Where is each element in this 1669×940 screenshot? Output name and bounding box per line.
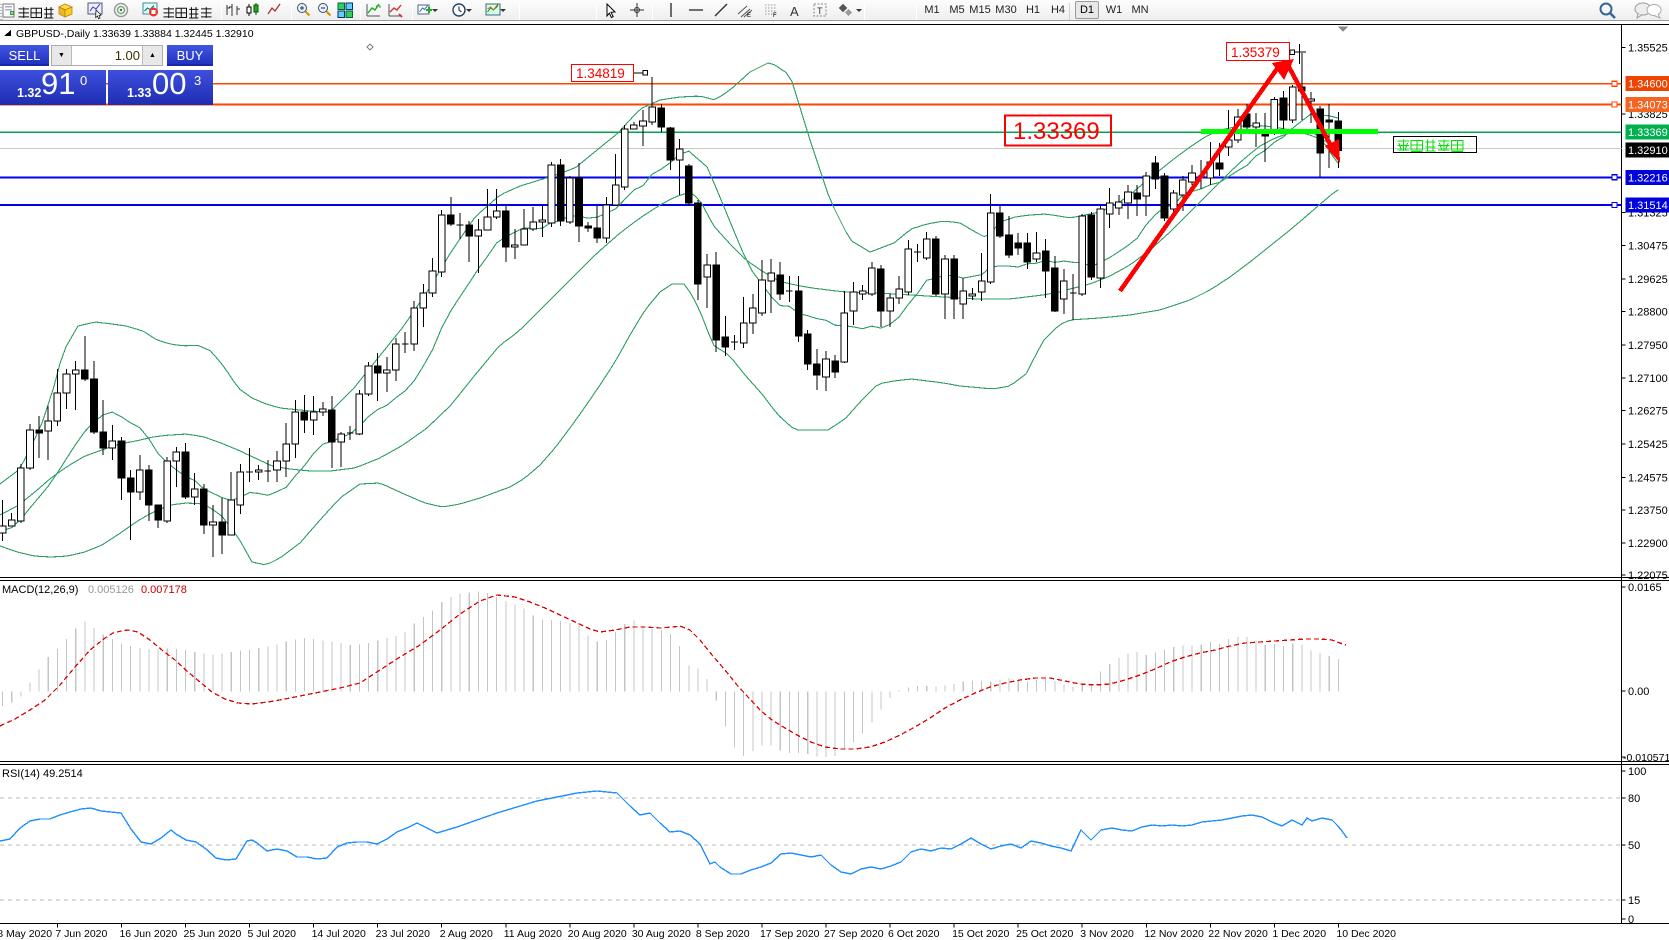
svg-text:5 Jul 2020: 5 Jul 2020	[248, 928, 297, 940]
svg-text:1.25425: 1.25425	[1628, 439, 1668, 451]
svg-text:RSI(14) 49.2514: RSI(14) 49.2514	[2, 768, 83, 780]
svg-text:1.22075: 1.22075	[1628, 570, 1668, 582]
svg-text:1.24575: 1.24575	[1628, 472, 1668, 484]
svg-text:28 May 2020: 28 May 2020	[0, 928, 52, 940]
svg-text:A: A	[790, 4, 799, 19]
svg-text:15 Oct 2020: 15 Oct 2020	[952, 928, 1009, 940]
svg-text:27 Sep 2020: 27 Sep 2020	[824, 928, 884, 940]
svg-text:0: 0	[1628, 914, 1634, 926]
svg-text:0.0165: 0.0165	[1628, 582, 1662, 594]
svg-text:7 Jun 2020: 7 Jun 2020	[55, 928, 107, 940]
svg-text:8 Sep 2020: 8 Sep 2020	[696, 928, 750, 940]
svg-text:25 Jun 2020: 25 Jun 2020	[184, 928, 242, 940]
svg-text:1.33369: 1.33369	[1628, 127, 1668, 139]
svg-text:1.34073: 1.34073	[1628, 99, 1668, 111]
svg-text:1.28800: 1.28800	[1628, 306, 1668, 318]
svg-text:10 Dec 2020: 10 Dec 2020	[1336, 928, 1396, 940]
svg-text:0.005126: 0.005126	[88, 584, 134, 596]
svg-text:1.33825: 1.33825	[1628, 109, 1668, 121]
svg-text:3 Nov 2020: 3 Nov 2020	[1080, 928, 1134, 940]
svg-text:1.35379: 1.35379	[1231, 45, 1280, 60]
svg-text:1.33369: 1.33369	[1013, 118, 1100, 145]
svg-text:1.22900: 1.22900	[1628, 538, 1668, 550]
svg-text:17 Sep 2020: 17 Sep 2020	[760, 928, 820, 940]
svg-text:16 Jun 2020: 16 Jun 2020	[119, 928, 177, 940]
svg-text:15: 15	[1628, 895, 1640, 907]
svg-text:1.27950: 1.27950	[1628, 340, 1668, 352]
svg-text:1.32216: 1.32216	[1628, 172, 1668, 184]
svg-text:0.00: 0.00	[1628, 686, 1649, 698]
svg-text:14 Jul 2020: 14 Jul 2020	[312, 928, 366, 940]
svg-text:1.27100: 1.27100	[1628, 373, 1668, 385]
svg-text:2 Aug 2020: 2 Aug 2020	[440, 928, 493, 940]
svg-text:11 Aug 2020: 11 Aug 2020	[504, 928, 562, 940]
svg-text:GBPUSD-,Daily: GBPUSD-,Daily	[16, 28, 91, 40]
svg-text:6 Oct 2020: 6 Oct 2020	[888, 928, 940, 940]
svg-text:30 Aug 2020: 30 Aug 2020	[632, 928, 691, 940]
svg-text:1.33639 1.33884 1.32445 1.3291: 1.33639 1.33884 1.32445 1.32910	[93, 28, 254, 40]
svg-text:1.23750: 1.23750	[1628, 505, 1668, 517]
svg-text:50: 50	[1628, 840, 1640, 852]
svg-text:E: E	[747, 13, 751, 19]
svg-text:-0.010571: -0.010571	[1623, 752, 1669, 764]
svg-text:25 Oct 2020: 25 Oct 2020	[1016, 928, 1073, 940]
svg-text:1.32910: 1.32910	[1628, 145, 1668, 157]
svg-text:23 Jul 2020: 23 Jul 2020	[376, 928, 430, 940]
svg-text:1.34600: 1.34600	[1628, 79, 1668, 91]
svg-text:1 Dec 2020: 1 Dec 2020	[1272, 928, 1326, 940]
svg-text:80: 80	[1628, 793, 1640, 805]
svg-text:100: 100	[1628, 766, 1646, 778]
svg-text:22 Nov 2020: 22 Nov 2020	[1208, 928, 1268, 940]
svg-text:12 Nov 2020: 12 Nov 2020	[1144, 928, 1204, 940]
svg-text:1.26275: 1.26275	[1628, 406, 1668, 418]
svg-text:1.34819: 1.34819	[576, 66, 625, 81]
svg-text:T: T	[817, 6, 823, 16]
svg-text:MACD(12,26,9): MACD(12,26,9)	[2, 584, 78, 596]
svg-text:1.30475: 1.30475	[1628, 241, 1668, 253]
svg-text:1.31514: 1.31514	[1628, 200, 1668, 212]
svg-text:0.007178: 0.007178	[141, 584, 187, 596]
svg-text:1.29625: 1.29625	[1628, 274, 1668, 286]
svg-text:1.35525: 1.35525	[1628, 42, 1668, 54]
svg-text:F: F	[773, 13, 777, 19]
svg-text:20 Aug 2020: 20 Aug 2020	[568, 928, 627, 940]
